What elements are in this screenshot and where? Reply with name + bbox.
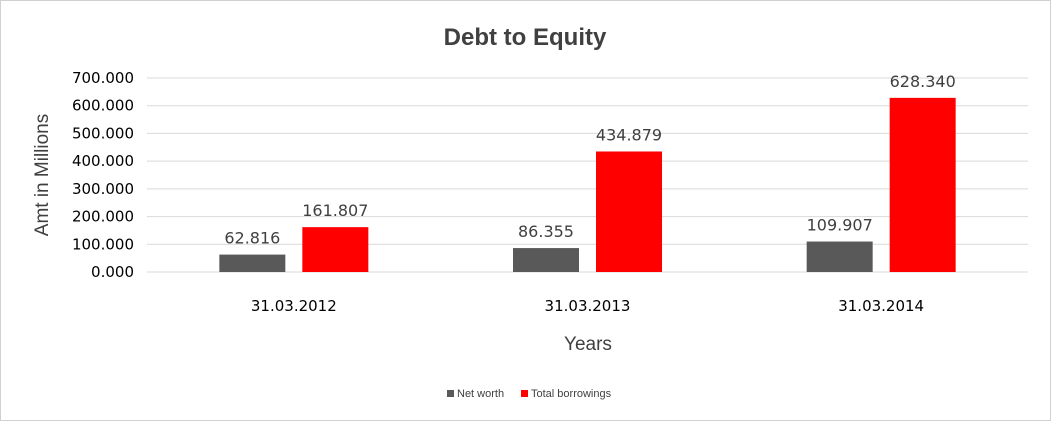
data-label: 161.807 [302, 201, 368, 220]
y-tick-label: 600.000 [72, 97, 134, 115]
bars [219, 97, 956, 273]
bar-net-worth [806, 241, 873, 272]
data-label: 628.340 [890, 72, 956, 91]
y-tick-label: 200.000 [72, 208, 134, 226]
y-tick-label: 100.000 [72, 235, 134, 253]
legend-label: Total borrowings [531, 388, 612, 400]
y-axis-title: Amt in Millions [32, 114, 53, 236]
x-axis-categories: 31.03.2012 31.03.2013 31.03.2014 [251, 297, 924, 315]
x-category-label: 31.03.2014 [838, 297, 924, 315]
data-labels: 62.816 161.807 86.355 434.879 109.907 628.340 [224, 72, 955, 248]
y-tick-label: 700.000 [72, 69, 134, 87]
bar-total-borrowings [302, 227, 369, 272]
data-label: 86.355 [518, 222, 574, 241]
data-label: 109.907 [807, 216, 873, 235]
y-tick-label: 500.000 [72, 124, 134, 142]
gridlines [147, 77, 1028, 273]
y-tick-label: 300.000 [72, 180, 134, 198]
legend: Net worth Total borrowings [447, 388, 612, 400]
bar-total-borrowings [596, 151, 662, 272]
bar-total-borrowings [889, 97, 956, 273]
y-tick-label: 0.000 [91, 263, 134, 281]
data-label: 62.816 [224, 229, 280, 248]
y-axis-ticks: 0.000 100.000 200.000 300.000 400.000 500.000… [72, 69, 134, 281]
legend-swatch [447, 390, 454, 397]
chart-title: Debt to Equity [444, 24, 607, 51]
y-tick-label: 400.000 [72, 152, 134, 170]
legend-swatch [521, 390, 528, 397]
x-category-label: 31.03.2013 [545, 297, 631, 315]
bar-net-worth [513, 248, 579, 272]
x-category-label: 31.03.2012 [251, 297, 337, 315]
data-label: 434.879 [596, 125, 662, 144]
bar-net-worth [219, 254, 286, 272]
legend-label: Net worth [457, 388, 504, 400]
x-axis-title: Years [564, 334, 612, 355]
